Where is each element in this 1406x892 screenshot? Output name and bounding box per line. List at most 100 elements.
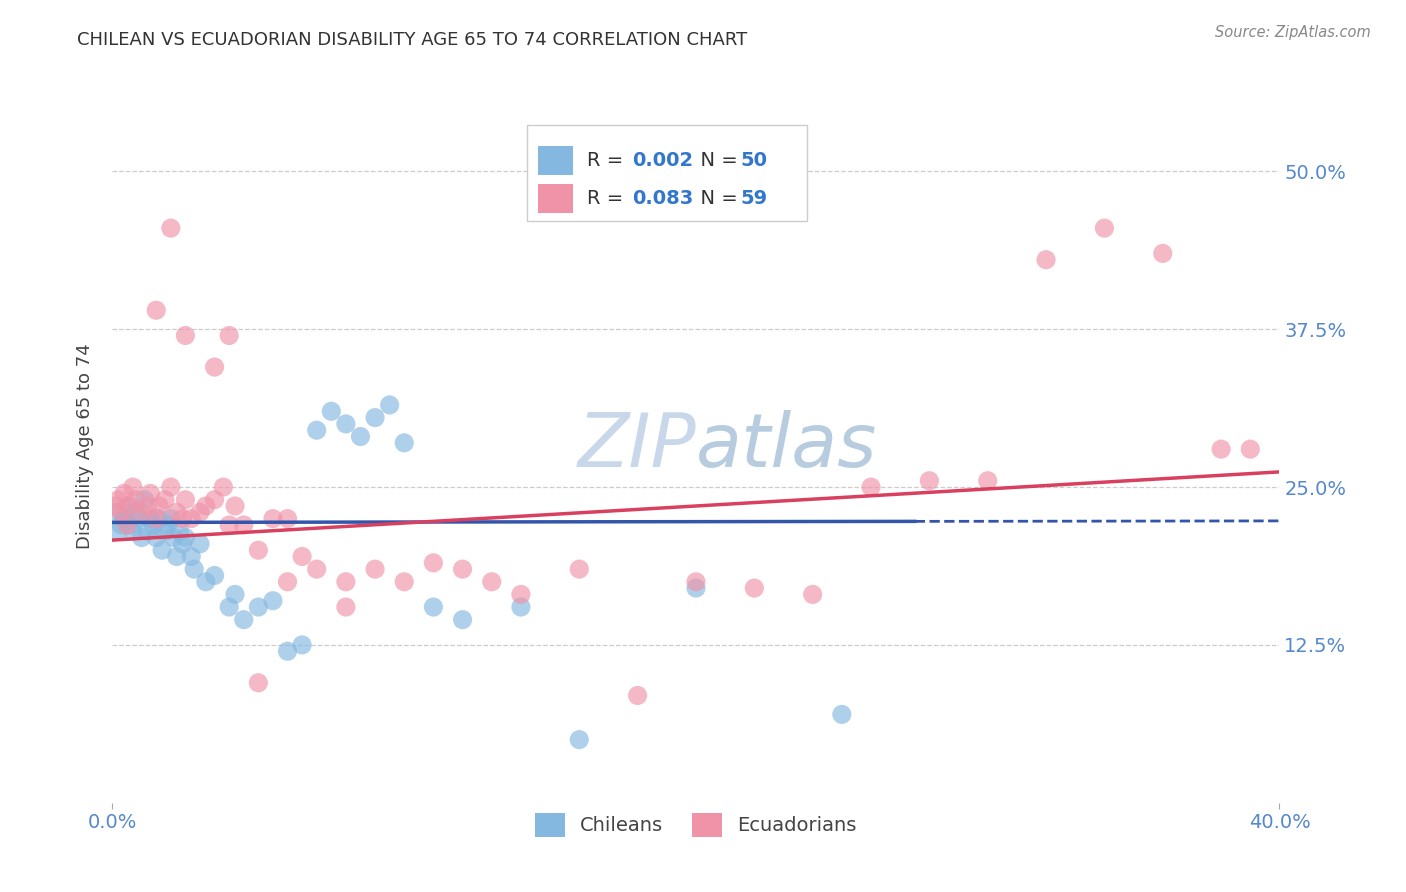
Point (188, 537, 211, 551)
Point (172, 537, 194, 551)
Point (134, 492, 156, 507)
Point (685, 581, 707, 595)
Point (335, 574, 357, 589)
Point (291, 638, 314, 652)
Point (218, 600, 240, 615)
Point (110, 517, 132, 532)
Point (145, 511, 167, 525)
Point (204, 360, 226, 375)
Point (180, 549, 202, 564)
Point (160, 480, 183, 494)
Point (156, 517, 179, 532)
Point (160, 221, 183, 235)
Point (247, 675, 270, 690)
Point (364, 410, 387, 425)
Text: Source: ZipAtlas.com: Source: ZipAtlas.com (1215, 25, 1371, 40)
Text: R =: R = (588, 151, 630, 170)
Point (568, 732, 591, 747)
Point (801, 587, 824, 601)
Point (112, 486, 135, 500)
Point (685, 574, 707, 589)
Text: 0.083: 0.083 (631, 189, 693, 208)
Point (378, 398, 401, 412)
FancyBboxPatch shape (538, 146, 574, 175)
Text: 59: 59 (741, 189, 768, 208)
FancyBboxPatch shape (527, 125, 807, 221)
Point (204, 568, 226, 582)
Point (232, 517, 254, 532)
Point (112, 511, 135, 525)
Point (107, 524, 129, 539)
Point (145, 531, 167, 545)
Point (160, 511, 183, 525)
Point (509, 600, 531, 615)
Point (115, 517, 138, 532)
Point (451, 562, 474, 576)
Point (107, 492, 129, 507)
Point (131, 505, 153, 519)
Y-axis label: Disability Age 65 to 74: Disability Age 65 to 74 (76, 343, 94, 549)
Point (169, 524, 191, 539)
Point (335, 600, 357, 615)
Point (122, 480, 145, 494)
Point (163, 531, 186, 545)
Point (1209, 442, 1232, 457)
Point (1094, 221, 1116, 235)
Point (131, 531, 153, 545)
Point (104, 505, 127, 519)
Point (860, 480, 883, 494)
Point (153, 492, 176, 507)
Point (194, 499, 217, 513)
Point (247, 600, 270, 615)
Point (148, 499, 170, 513)
Text: N =: N = (688, 189, 744, 208)
Point (1035, 252, 1057, 267)
Point (335, 417, 357, 431)
Point (166, 549, 188, 564)
Text: N =: N = (688, 151, 744, 170)
Point (183, 562, 205, 576)
Point (509, 587, 531, 601)
Point (262, 511, 284, 525)
Point (153, 524, 176, 539)
Point (627, 689, 650, 703)
Point (276, 574, 298, 589)
Point (212, 480, 235, 494)
Point (218, 517, 240, 532)
Point (276, 644, 298, 658)
Point (148, 511, 170, 525)
Point (115, 499, 138, 513)
Point (1152, 246, 1174, 260)
Point (481, 574, 503, 589)
Point (224, 499, 246, 513)
Point (831, 707, 853, 722)
Point (122, 524, 145, 539)
FancyBboxPatch shape (538, 184, 574, 212)
Point (204, 492, 226, 507)
Point (305, 562, 328, 576)
Point (104, 499, 127, 513)
Point (349, 429, 371, 443)
Point (174, 328, 197, 343)
Point (125, 492, 148, 507)
Point (174, 492, 197, 507)
Point (232, 613, 254, 627)
Point (422, 600, 444, 615)
Point (224, 587, 246, 601)
Point (128, 511, 150, 525)
Point (291, 549, 314, 564)
Point (918, 474, 941, 488)
Point (568, 562, 591, 576)
Point (247, 543, 270, 558)
Point (142, 517, 165, 532)
Point (321, 404, 343, 418)
Legend: Chileans, Ecuadorians: Chileans, Ecuadorians (526, 804, 866, 847)
Point (1239, 442, 1261, 457)
Point (364, 562, 387, 576)
Text: R =: R = (588, 189, 630, 208)
Point (150, 543, 173, 558)
Point (136, 524, 159, 539)
Point (218, 328, 240, 343)
Point (110, 505, 132, 519)
Point (145, 303, 167, 318)
